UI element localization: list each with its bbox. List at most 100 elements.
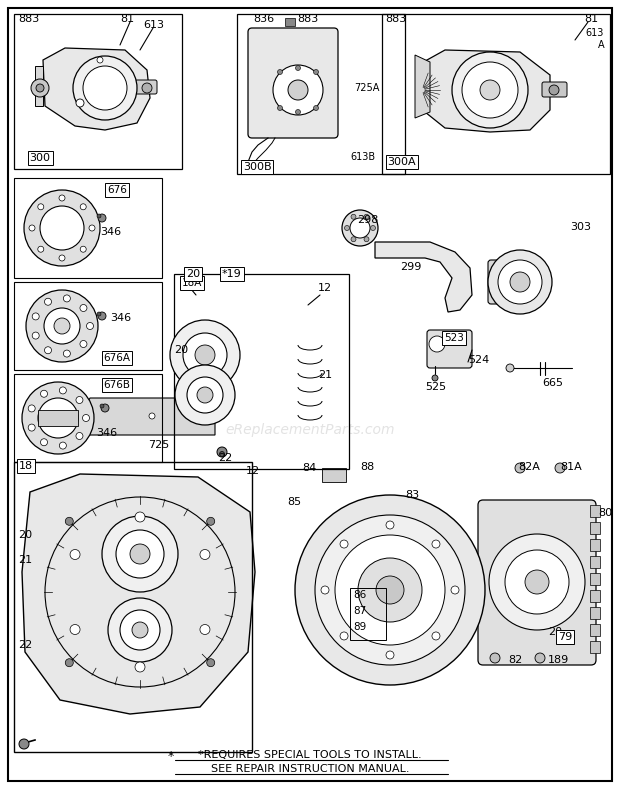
Text: 22: 22 xyxy=(18,640,32,650)
Text: 80: 80 xyxy=(598,508,612,518)
Text: 303: 303 xyxy=(570,222,591,232)
Circle shape xyxy=(22,382,94,454)
Text: 883: 883 xyxy=(385,14,406,24)
Circle shape xyxy=(200,625,210,634)
Text: 676B: 676B xyxy=(104,380,130,390)
Polygon shape xyxy=(415,55,430,118)
Text: 300: 300 xyxy=(30,153,50,163)
Circle shape xyxy=(549,85,559,95)
Text: 81: 81 xyxy=(120,14,134,24)
Circle shape xyxy=(31,79,49,97)
Bar xyxy=(590,573,600,585)
Text: 725: 725 xyxy=(148,440,169,450)
Bar xyxy=(14,282,162,370)
Circle shape xyxy=(386,521,394,529)
Circle shape xyxy=(510,272,530,292)
Text: 12: 12 xyxy=(318,283,332,293)
Bar xyxy=(590,522,600,534)
Circle shape xyxy=(63,350,70,357)
Text: 300B: 300B xyxy=(242,162,272,172)
Circle shape xyxy=(175,365,235,425)
Text: 300A: 300A xyxy=(388,157,416,167)
Circle shape xyxy=(70,549,80,559)
Text: 613: 613 xyxy=(585,28,603,38)
Circle shape xyxy=(335,535,445,645)
Text: 524: 524 xyxy=(468,355,489,365)
Text: *19: *19 xyxy=(222,269,242,279)
Circle shape xyxy=(100,404,104,408)
Circle shape xyxy=(97,57,103,63)
Circle shape xyxy=(497,107,500,110)
Bar xyxy=(14,178,162,278)
Circle shape xyxy=(65,659,73,667)
Circle shape xyxy=(432,540,440,548)
Circle shape xyxy=(273,65,323,115)
Text: A: A xyxy=(598,40,604,50)
Circle shape xyxy=(187,377,223,413)
Bar xyxy=(590,539,600,551)
Circle shape xyxy=(386,651,394,659)
Circle shape xyxy=(170,320,240,390)
Polygon shape xyxy=(418,50,550,132)
Circle shape xyxy=(89,225,95,231)
Circle shape xyxy=(76,99,84,107)
Circle shape xyxy=(358,558,422,622)
Circle shape xyxy=(60,387,66,394)
Circle shape xyxy=(38,204,44,210)
Circle shape xyxy=(432,375,438,381)
Bar xyxy=(14,374,162,462)
Circle shape xyxy=(97,214,101,218)
Circle shape xyxy=(142,83,152,93)
Circle shape xyxy=(494,69,497,73)
Circle shape xyxy=(36,84,44,92)
Circle shape xyxy=(206,659,215,667)
Text: 20: 20 xyxy=(548,627,562,637)
Circle shape xyxy=(340,632,348,640)
Circle shape xyxy=(135,662,145,672)
Circle shape xyxy=(38,246,44,252)
Circle shape xyxy=(120,610,160,650)
Circle shape xyxy=(28,424,35,431)
Polygon shape xyxy=(22,474,255,714)
Circle shape xyxy=(278,69,283,74)
Text: 346: 346 xyxy=(96,428,117,438)
Circle shape xyxy=(432,632,440,640)
Circle shape xyxy=(70,625,80,634)
Circle shape xyxy=(488,250,552,314)
FancyBboxPatch shape xyxy=(542,82,567,97)
Circle shape xyxy=(345,226,350,230)
Text: 20: 20 xyxy=(174,345,188,355)
Bar xyxy=(495,258,545,308)
Circle shape xyxy=(219,451,224,457)
Circle shape xyxy=(508,85,512,89)
Circle shape xyxy=(315,515,465,665)
Circle shape xyxy=(507,95,510,99)
Circle shape xyxy=(295,495,485,685)
Circle shape xyxy=(29,225,35,231)
Polygon shape xyxy=(35,66,43,106)
Text: 836: 836 xyxy=(253,14,274,24)
Circle shape xyxy=(108,598,172,662)
Circle shape xyxy=(500,73,504,76)
Circle shape xyxy=(76,432,83,439)
Text: 81: 81 xyxy=(584,14,598,24)
Text: 665: 665 xyxy=(542,378,563,388)
Circle shape xyxy=(217,447,227,457)
Text: 613: 613 xyxy=(143,20,164,30)
Circle shape xyxy=(97,312,101,316)
Circle shape xyxy=(101,404,109,412)
Circle shape xyxy=(535,653,545,663)
Text: 613B: 613B xyxy=(350,152,375,162)
Circle shape xyxy=(503,102,506,106)
Circle shape xyxy=(296,110,301,114)
Text: 18A: 18A xyxy=(182,278,202,288)
Bar xyxy=(38,410,78,426)
Circle shape xyxy=(19,739,29,749)
Polygon shape xyxy=(285,18,295,26)
Text: 346: 346 xyxy=(110,313,131,323)
Circle shape xyxy=(149,413,155,419)
Text: 89: 89 xyxy=(353,622,366,632)
Circle shape xyxy=(340,540,348,548)
Bar xyxy=(237,14,405,174)
Circle shape xyxy=(59,255,65,261)
